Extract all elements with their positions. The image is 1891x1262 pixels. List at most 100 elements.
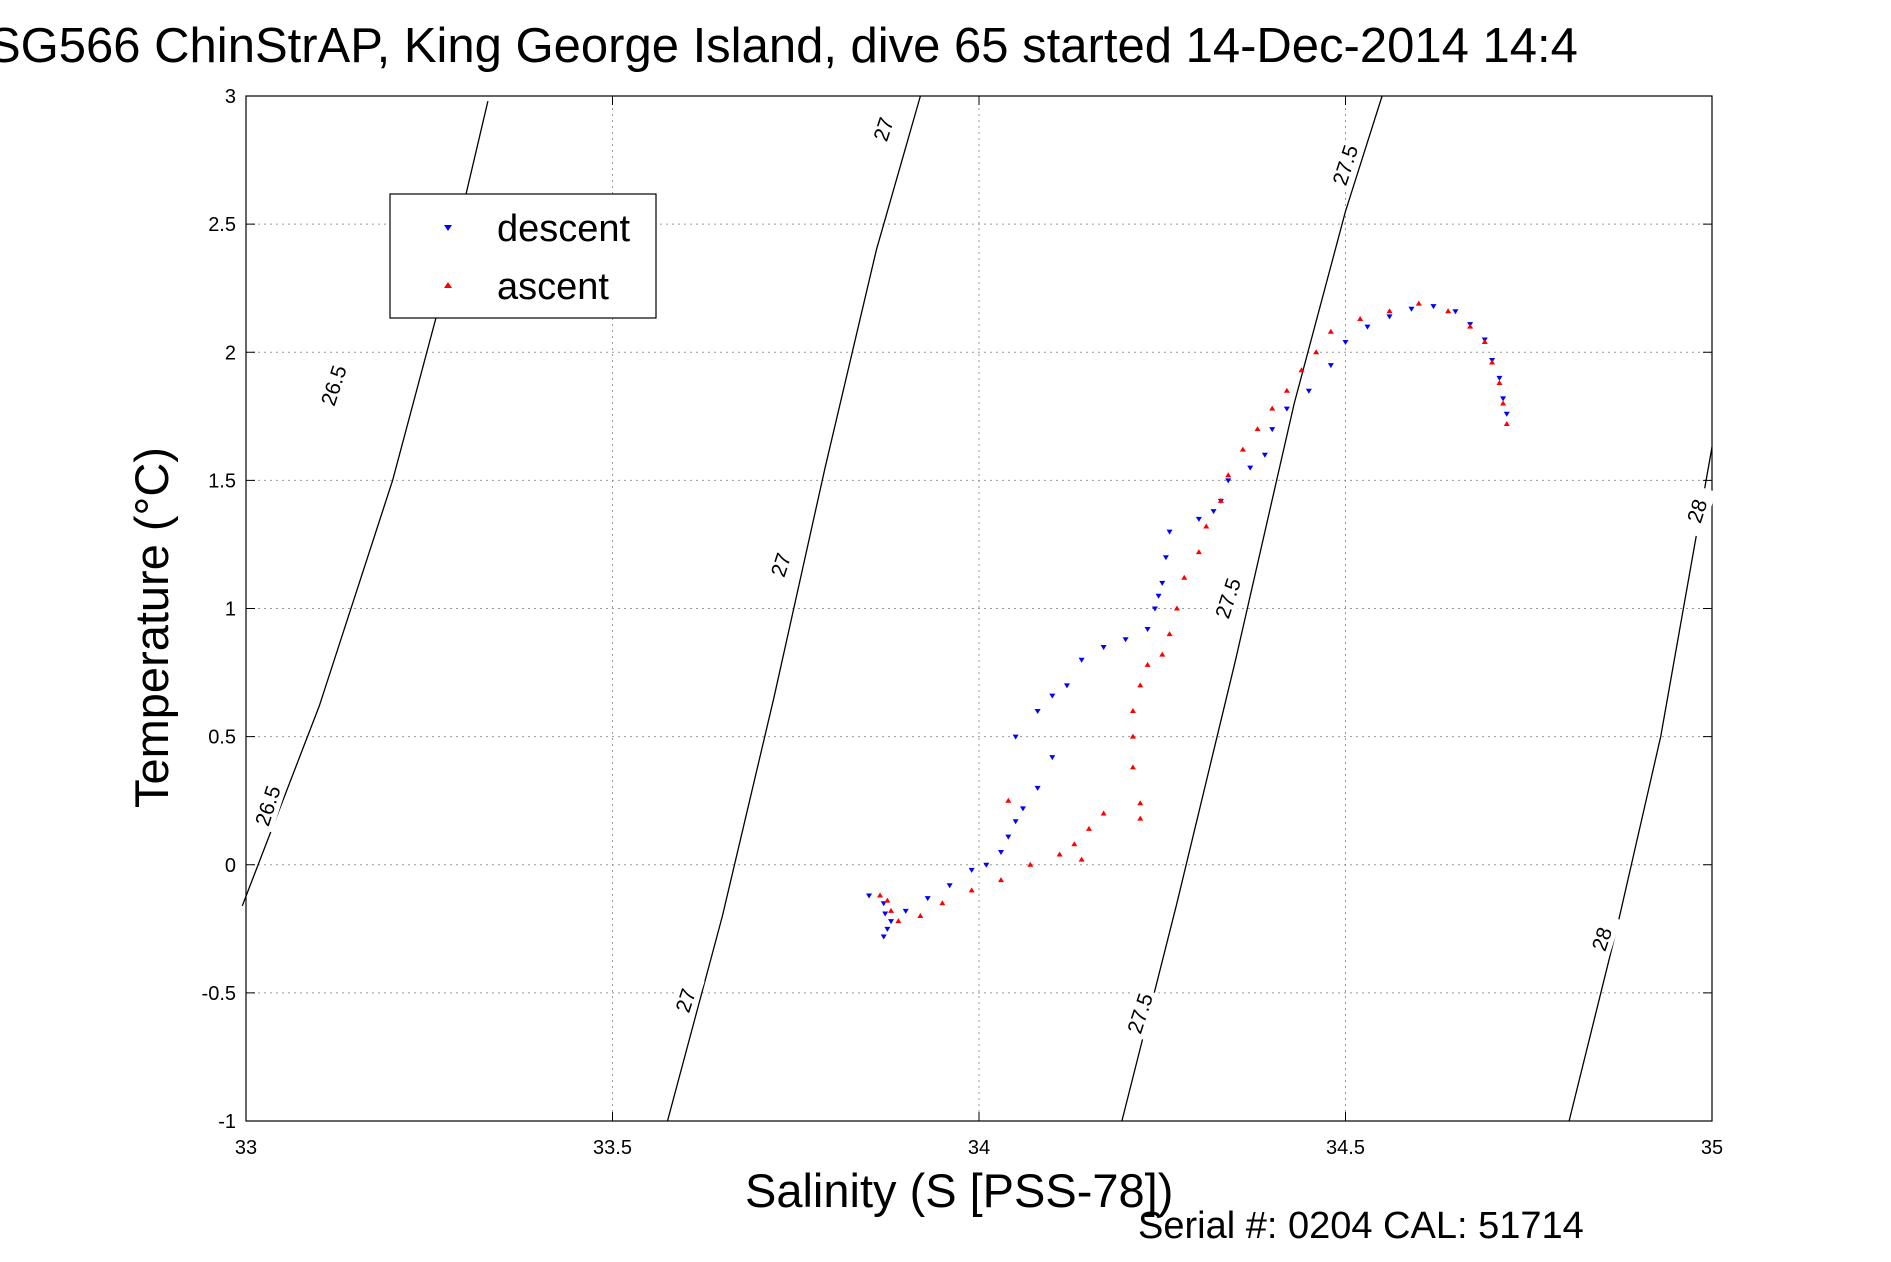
ascent-point <box>1195 549 1202 555</box>
descent-point <box>882 911 889 917</box>
descent-point <box>1269 427 1276 433</box>
ascent-point <box>1327 328 1334 334</box>
x-tick-label: 35 <box>1701 1137 1723 1159</box>
contour-label-gap <box>666 974 705 1028</box>
x-tick-label: 34 <box>968 1137 990 1159</box>
x-tick-label: 33.5 <box>593 1137 632 1159</box>
y-tick-label: -0.5 <box>202 983 236 1005</box>
descent-point <box>1305 388 1312 394</box>
ascent-point <box>1129 708 1136 713</box>
descent-point <box>1063 683 1070 689</box>
descent-point <box>888 919 895 925</box>
y-tick-label: 3 <box>225 86 236 108</box>
x-axis-label: Salinity (S [PSS-78]) <box>745 1164 1173 1217</box>
chart-title: SG566 ChinStrAP, King George Island, div… <box>0 19 1578 73</box>
isopycnal-27.5 <box>1121 95 1383 1122</box>
y-tick-label: -1 <box>218 1111 236 1133</box>
ascent-point <box>1085 825 1092 831</box>
ascent-point <box>1500 400 1507 406</box>
descent-point <box>1364 324 1371 330</box>
ascent-point <box>1100 810 1107 816</box>
descent-point <box>968 867 975 873</box>
descent-point <box>1019 806 1026 812</box>
ascent-point <box>1357 315 1364 321</box>
ascent-point <box>1137 682 1144 688</box>
contour-label-gap <box>1209 571 1248 625</box>
ascent-point <box>1269 405 1276 411</box>
descent-point <box>924 896 931 902</box>
contour-label-gap <box>249 779 287 833</box>
ascent-point <box>1415 300 1422 306</box>
x-tick-label: 33 <box>235 1137 257 1159</box>
y-tick-label: 0 <box>225 855 236 877</box>
descent-point <box>1500 396 1507 402</box>
ascent-point <box>939 900 946 906</box>
descent-point <box>1452 309 1459 315</box>
ascent-point <box>1254 426 1261 432</box>
legend-label-ascent: ascent <box>497 266 609 308</box>
ascent-point <box>1386 308 1393 314</box>
descent-point <box>1155 593 1162 599</box>
serial-cal-text: Serial #: 0204 CAL: 51714 <box>1138 1205 1584 1247</box>
ascent-point <box>1078 856 1085 862</box>
isopycnal-28 <box>1568 446 1713 1122</box>
descent-point <box>1049 755 1056 761</box>
ascent-point <box>1129 733 1136 739</box>
ascent-point <box>1217 497 1224 503</box>
legend-label-descent: descent <box>497 208 631 250</box>
descent-point <box>997 849 1004 855</box>
descent-point <box>902 908 909 914</box>
contour-label-gap <box>1583 912 1621 966</box>
y-tick-label: 1 <box>225 599 236 621</box>
ascent-point <box>1239 446 1246 452</box>
ascent-point <box>1203 523 1210 529</box>
descent-point <box>983 862 990 868</box>
y-tick-label: 2.5 <box>208 214 236 236</box>
descent-point <box>1100 644 1107 650</box>
contour-label-gap <box>1678 484 1717 538</box>
descent-point <box>1034 709 1041 714</box>
ascent-point <box>1503 421 1510 426</box>
y-axis-label: Temperature (°C) <box>125 447 178 808</box>
descent-point <box>1034 785 1041 791</box>
ascent-point <box>884 897 891 903</box>
ascent-point <box>1313 349 1320 355</box>
descent-point <box>1503 411 1510 417</box>
ascent-point <box>917 913 924 918</box>
ascent-point <box>1056 851 1063 857</box>
ascent-point <box>888 907 895 913</box>
ascent-point <box>1181 574 1188 580</box>
descent-point <box>1210 509 1217 515</box>
ascent-point <box>997 877 1004 883</box>
ascent-point <box>1027 861 1034 867</box>
contour-label-gap <box>1121 986 1160 1040</box>
isopycnal-contours <box>241 95 1713 1122</box>
ascent-point <box>1159 651 1166 657</box>
descent-point <box>1166 529 1173 535</box>
descent-point <box>1012 734 1019 740</box>
ascent-point <box>1173 605 1180 611</box>
descent-point <box>1195 516 1202 522</box>
x-axis-ticks: 33 33.5 34 34.5 35 <box>235 96 1723 1159</box>
descent-point <box>1144 627 1151 632</box>
y-tick-label: 1.5 <box>208 470 236 492</box>
descent-point <box>1283 406 1290 412</box>
descent-point <box>1430 304 1437 310</box>
descent-point <box>1342 340 1349 345</box>
legend-box <box>389 193 657 319</box>
legend: descent ascent <box>389 193 657 319</box>
ascent-point <box>1144 661 1151 667</box>
ascent-point <box>1129 764 1136 770</box>
descent-point <box>1151 606 1158 612</box>
ascent-point <box>1445 308 1452 314</box>
descent-point <box>1327 363 1334 369</box>
descent-point <box>1496 375 1503 381</box>
descent-point <box>1159 580 1166 586</box>
data-points <box>866 300 1510 940</box>
ascent-point <box>895 918 902 924</box>
descent-point <box>1225 478 1232 484</box>
descent-point <box>1012 819 1019 825</box>
ascent-point <box>1283 387 1290 393</box>
descent-point <box>1122 637 1129 643</box>
